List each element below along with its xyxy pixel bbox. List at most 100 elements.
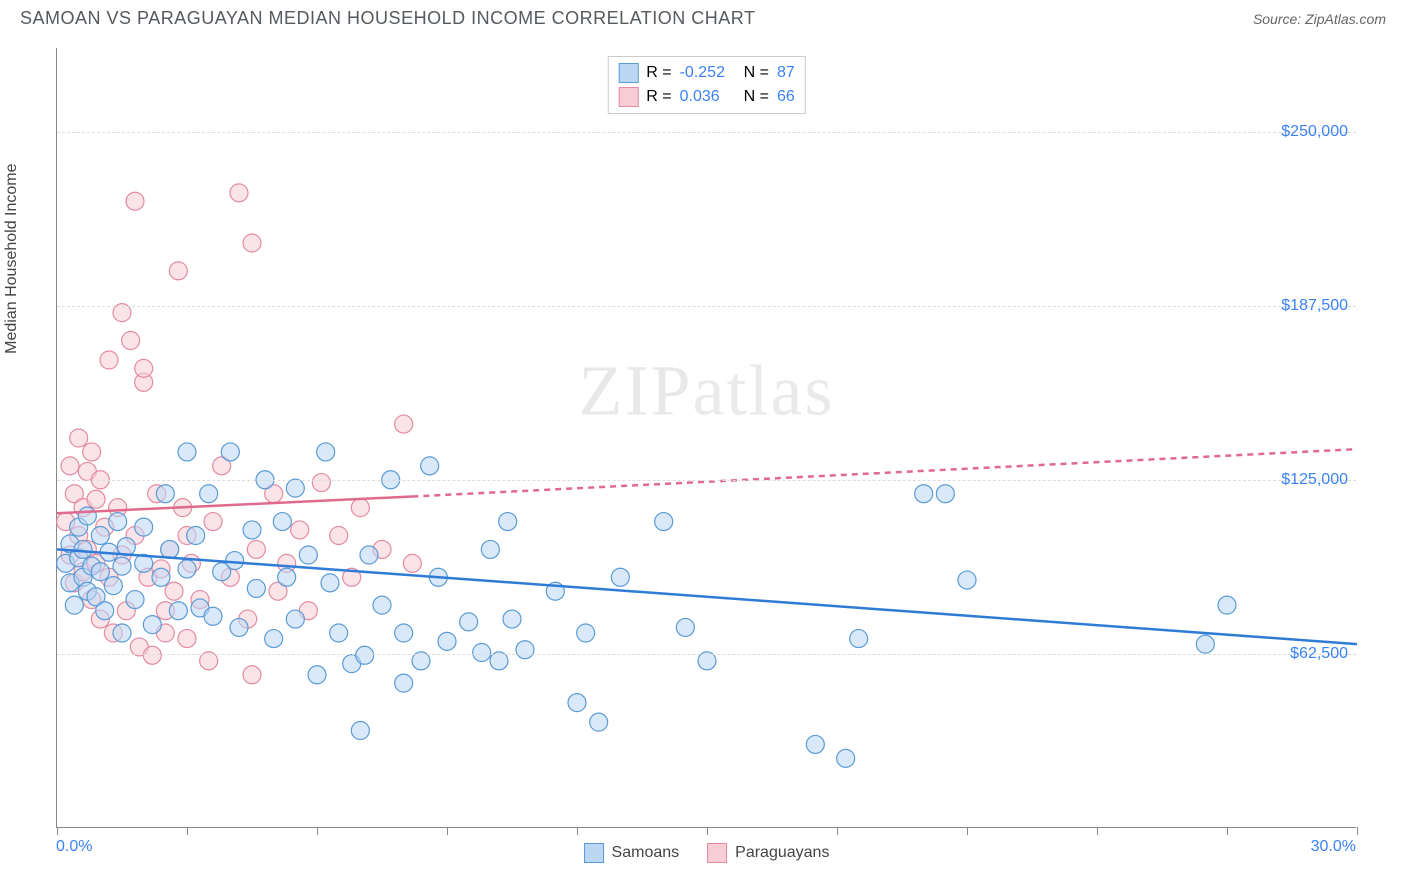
data-point [230,184,248,202]
x-tick [1097,827,1098,835]
data-point [330,527,348,545]
data-point [243,666,261,684]
gridline [57,654,1356,655]
x-tick [577,827,578,835]
data-point [958,571,976,589]
data-point [83,443,101,461]
data-point [317,443,335,461]
data-point [936,485,954,503]
data-point [308,666,326,684]
data-point [312,474,330,492]
data-point [265,630,283,648]
x-tick [1227,827,1228,835]
data-point [100,351,118,369]
data-point [165,582,183,600]
legend-swatch [618,63,638,83]
data-point [135,359,153,377]
data-point [109,513,127,531]
data-point [247,540,265,558]
data-point [70,429,88,447]
data-point [226,552,244,570]
r-value: -0.252 [680,64,736,82]
data-point [299,546,317,564]
data-point [473,644,491,662]
data-point [481,540,499,558]
data-point [61,457,79,475]
data-point [126,192,144,210]
data-point [460,613,478,631]
data-point [169,602,187,620]
data-point [243,521,261,539]
data-point [156,485,174,503]
data-point [91,527,109,545]
x-tick [967,827,968,835]
data-point [113,557,131,575]
data-point [178,560,196,578]
data-point [915,485,933,503]
data-point [204,513,222,531]
data-point [286,610,304,628]
data-point [178,443,196,461]
scatter-svg [57,48,1356,827]
data-point [126,591,144,609]
data-point [330,624,348,642]
data-point [87,490,105,508]
data-point [221,443,239,461]
source-label: Source: ZipAtlas.com [1253,11,1386,27]
data-point [837,749,855,767]
gridline [57,306,1356,307]
chart-plot-area: ZIPatlas R = -0.252 N = 87 R = 0.036 N =… [56,48,1356,828]
data-point [143,646,161,664]
data-point [590,713,608,731]
data-point [568,694,586,712]
data-point [230,618,248,636]
y-tick-label: $187,500 [1281,297,1348,315]
data-point [395,674,413,692]
data-point [161,540,179,558]
data-point [169,262,187,280]
data-point [360,546,378,564]
data-point [577,624,595,642]
data-point [273,513,291,531]
data-point [135,518,153,536]
data-point [403,554,421,572]
x-tick [837,827,838,835]
data-point [278,568,296,586]
r-label: R = [646,88,671,106]
legend-swatch [618,87,638,107]
data-point [516,641,534,659]
data-point [1218,596,1236,614]
data-point [65,596,83,614]
n-value: 87 [777,64,795,82]
y-tick-label: $250,000 [1281,123,1348,141]
data-point [178,630,196,648]
data-point [321,574,339,592]
data-point [122,332,140,350]
x-tick [187,827,188,835]
data-point [96,602,114,620]
data-point [395,415,413,433]
data-point [611,568,629,586]
y-tick-label: $62,500 [1290,645,1348,663]
legend-row: R = -0.252 N = 87 [618,61,794,85]
trend-line [412,449,1357,496]
data-point [104,577,122,595]
data-point [503,610,521,628]
data-point [806,735,824,753]
data-point [291,521,309,539]
data-point [143,616,161,634]
x-max-label: 30.0% [1311,838,1356,856]
data-point [676,618,694,636]
y-axis-title: Median Household Income [3,163,21,353]
data-point [395,624,413,642]
n-label: N = [744,88,769,106]
legend-row: R = 0.036 N = 66 [618,85,794,109]
r-value: 0.036 [680,88,736,106]
data-point [78,507,96,525]
x-tick [1357,827,1358,835]
x-min-label: 0.0% [56,838,92,856]
data-point [200,485,218,503]
x-tick [57,827,58,835]
n-label: N = [744,64,769,82]
data-point [247,579,265,597]
